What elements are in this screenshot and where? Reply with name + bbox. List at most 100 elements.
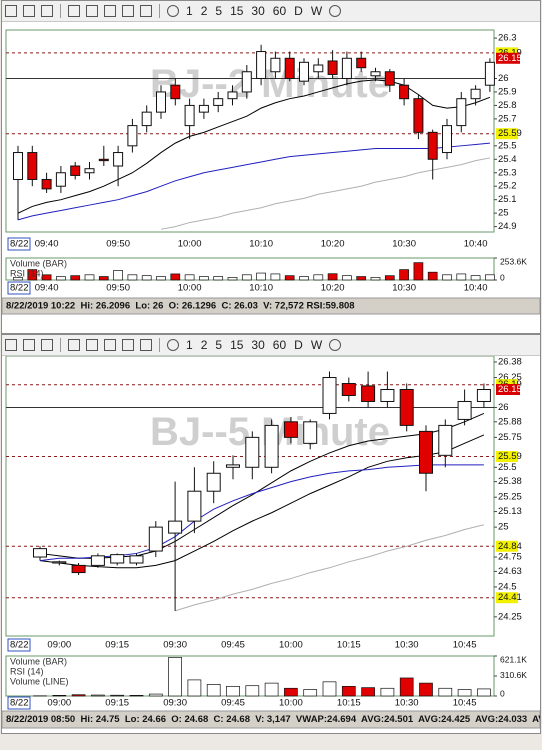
volume-bar	[127, 274, 138, 281]
candle-body	[41, 178, 52, 190]
candle-body	[184, 104, 195, 127]
candle-body	[187, 490, 202, 522]
interval-button[interactable]: D	[294, 4, 303, 18]
date-label: 8/22	[10, 283, 29, 294]
volume-bar	[322, 681, 337, 697]
tool-icon[interactable]	[140, 339, 152, 351]
tool-icon[interactable]	[104, 5, 116, 17]
y-tick-label: 24.9	[498, 221, 517, 232]
candle-body	[427, 131, 438, 160]
date-box	[7, 237, 31, 251]
x-tick-label: 09:30	[163, 698, 187, 709]
candle-body	[327, 60, 338, 75]
volume-bar	[470, 275, 481, 281]
volume-bar	[256, 272, 266, 281]
candle-body	[361, 385, 376, 402]
y-tick-label: 25	[498, 522, 509, 533]
tool-icon[interactable]	[41, 5, 53, 17]
candle-body	[476, 389, 491, 402]
tool-icon[interactable]	[140, 5, 152, 17]
tool-icon[interactable]	[86, 5, 98, 17]
volume-bar	[227, 277, 238, 281]
interval-button[interactable]: 2	[200, 4, 208, 18]
candle-body	[198, 104, 209, 113]
volume-tick-label: 310.6K	[500, 670, 527, 680]
candle-body	[27, 152, 38, 180]
candle-body	[299, 61, 309, 82]
interval-button[interactable]: W	[310, 4, 323, 18]
volume-bar	[141, 275, 152, 281]
volume-bar	[477, 688, 491, 697]
tool-icon[interactable]	[86, 339, 98, 351]
candle-body	[313, 64, 324, 73]
candle-body	[470, 88, 481, 100]
volume-bar	[41, 274, 52, 281]
candle-body	[384, 71, 395, 86]
x-tick-label: 10:20	[321, 239, 345, 250]
tool-icon[interactable]	[23, 5, 35, 17]
y-tick-label: 25.75	[498, 432, 522, 443]
interval-button[interactable]: 60	[272, 338, 287, 352]
y-tick-label: 25.25	[498, 492, 522, 503]
tool-icon[interactable]	[104, 339, 116, 351]
x-tick-label: 10:30	[392, 239, 416, 250]
candle-body	[70, 165, 81, 176]
tool-icon[interactable]	[5, 339, 17, 351]
interval-button[interactable]: 60	[272, 4, 287, 18]
volume-bar	[427, 271, 438, 281]
moving-average-line	[174, 524, 485, 612]
x-tick-label: 10:40	[464, 283, 488, 294]
candle-body	[284, 57, 295, 79]
tool-icon[interactable]	[68, 5, 80, 17]
candle-body	[90, 555, 105, 566]
y-tick-label: 25.13	[498, 506, 522, 517]
interval-button[interactable]: 15	[230, 338, 244, 352]
tool-icon[interactable]	[23, 339, 35, 351]
interval-button[interactable]: 2	[200, 338, 208, 352]
x-tick-label: 10:00	[279, 640, 303, 651]
close-icon[interactable]	[329, 339, 342, 351]
volume-bar	[241, 274, 252, 281]
volume-bar	[156, 276, 166, 281]
interval-button[interactable]: 1	[186, 4, 193, 18]
clock-icon[interactable]	[167, 5, 179, 17]
volume-bar	[419, 682, 433, 697]
level-tag	[496, 128, 518, 140]
volume-tick-label: 0	[500, 688, 505, 698]
tool-icon[interactable]	[122, 339, 134, 351]
interval-button[interactable]: 15	[230, 4, 244, 18]
candle-body	[438, 424, 453, 456]
tool-icon[interactable]	[5, 5, 17, 17]
x-tick-label: 10:00	[178, 239, 202, 250]
candle-body	[303, 421, 318, 444]
candle-body	[213, 98, 224, 106]
date-label: 8/22	[10, 640, 29, 651]
interval-button[interactable]: 1	[186, 338, 193, 352]
current-price-label: 26.15	[498, 384, 522, 395]
watermark: BJ--2 Minute	[150, 62, 390, 106]
volume-bar	[184, 274, 195, 281]
candle-body	[84, 168, 95, 174]
moving-average-line	[17, 142, 490, 221]
interval-button[interactable]: D	[294, 338, 303, 352]
interval-button[interactable]: 30	[251, 4, 265, 18]
x-tick-label: 10:45	[453, 640, 477, 651]
y-tick-label: 25.8	[498, 100, 517, 111]
volume-bar	[148, 693, 163, 697]
x-tick-label: 10:10	[249, 239, 273, 250]
candle-body	[419, 430, 433, 474]
close-icon[interactable]	[329, 5, 342, 17]
y-tick-label: 24.63	[498, 566, 522, 577]
tool-icon[interactable]	[41, 339, 53, 351]
volume-bar	[245, 685, 260, 697]
x-tick-label: 09:50	[106, 239, 130, 250]
clock-icon[interactable]	[167, 339, 179, 351]
tool-icon[interactable]	[122, 5, 134, 17]
interval-button[interactable]: 30	[251, 338, 265, 352]
tool-icon[interactable]	[68, 339, 80, 351]
candle-body	[245, 436, 260, 468]
interval-button[interactable]: 5	[215, 338, 223, 352]
interval-button[interactable]: W	[310, 338, 323, 352]
interval-button[interactable]: 5	[215, 4, 223, 18]
volume-bar	[226, 685, 240, 697]
